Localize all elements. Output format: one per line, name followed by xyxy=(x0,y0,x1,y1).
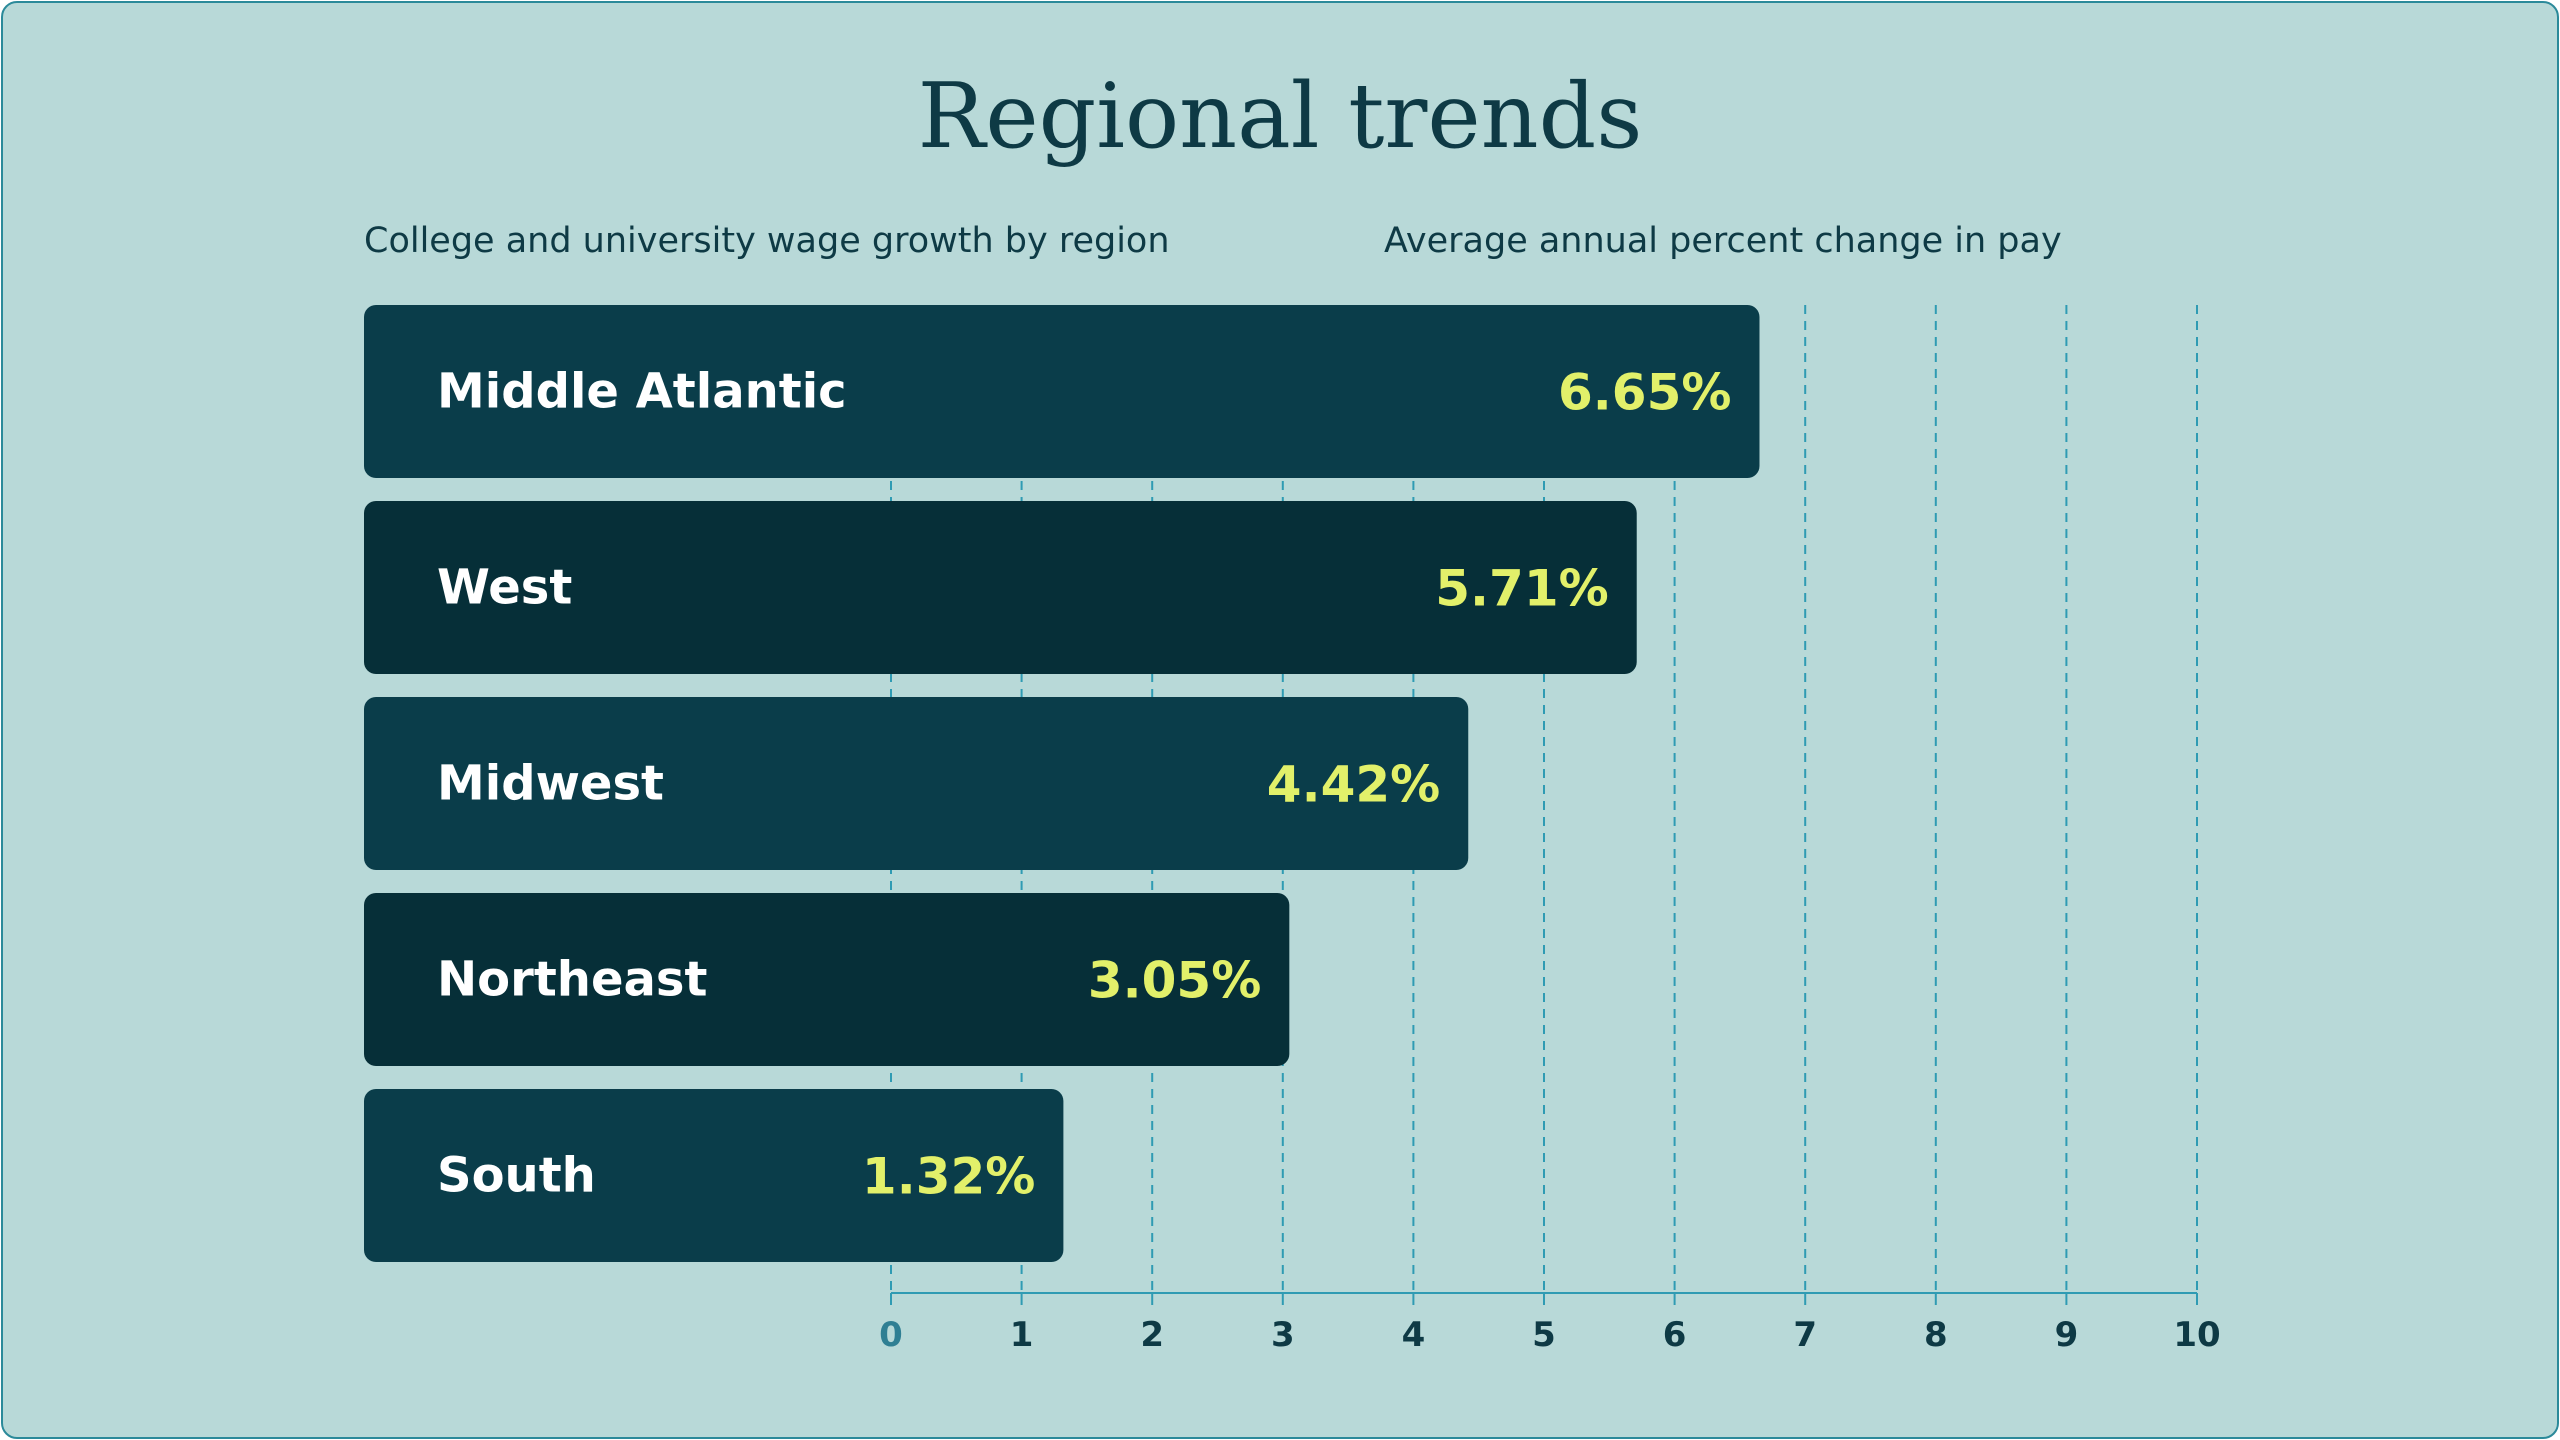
bar-category-label: Northeast xyxy=(437,952,707,1008)
bar-category-label: Middle Atlantic xyxy=(437,364,847,420)
bar-category-label: West xyxy=(437,560,572,616)
x-tick-label: 0 xyxy=(879,1315,903,1355)
x-tick-label: 8 xyxy=(1924,1315,1948,1355)
x-tick-label: 2 xyxy=(1140,1315,1164,1355)
bar-category-label: Midwest xyxy=(437,756,664,812)
x-axis: 0 1 2 3 4 5 6 7 8 9 10 xyxy=(879,1292,2221,1355)
bar-category-label: South xyxy=(437,1148,596,1204)
chart: Regional trends College and university w… xyxy=(364,64,2221,1355)
bar-value-label: 4.42% xyxy=(1267,756,1440,814)
x-tick-label: 9 xyxy=(2055,1315,2079,1355)
bar-northeast xyxy=(364,893,1290,1066)
x-tick-label: 6 xyxy=(1663,1315,1687,1355)
x-tick-label: 5 xyxy=(1532,1315,1556,1355)
bar-value-label: 3.05% xyxy=(1088,952,1261,1010)
x-tick-label: 10 xyxy=(2173,1315,2220,1355)
bar-south xyxy=(364,1089,1064,1262)
bar-value-label: 1.32% xyxy=(862,1148,1035,1206)
bar-value-label: 6.65% xyxy=(1558,364,1731,422)
bar-midwest xyxy=(364,697,1469,870)
bars: Middle Atlantic 6.65% West 5.71% Midwest 4.42… xyxy=(364,305,1760,1262)
bar-west xyxy=(364,501,1637,674)
chart-title: Regional trends xyxy=(918,64,1643,169)
bar-value-label: 5.71% xyxy=(1435,560,1608,618)
x-tick-label: 1 xyxy=(1010,1315,1034,1355)
bar-middle-atlantic xyxy=(364,305,1760,478)
x-tick-label: 4 xyxy=(1402,1315,1426,1355)
chart-subtitle-left: College and university wage growth by re… xyxy=(364,221,1170,261)
chart-subtitle-right: Average annual percent change in pay xyxy=(1384,221,2062,261)
x-tick-label: 3 xyxy=(1271,1315,1295,1355)
x-tick-label: 7 xyxy=(1793,1315,1817,1355)
